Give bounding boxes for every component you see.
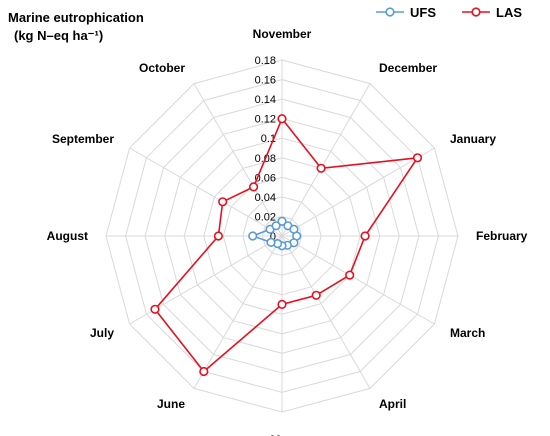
category-label: July	[90, 326, 114, 340]
radar-grid	[105, 59, 459, 413]
tick-label: 0	[270, 231, 276, 243]
grid-spoke	[281, 83, 371, 237]
category-label: November	[253, 27, 312, 41]
category-label: May	[270, 433, 294, 436]
data-point-las	[218, 197, 228, 207]
tick-label: 0.16	[255, 75, 276, 87]
data-point-las	[277, 114, 287, 124]
legend-marker	[385, 7, 395, 17]
category-labels: November December January February March Apri…	[47, 27, 528, 436]
data-point-las	[150, 304, 160, 314]
data-point-ufs	[266, 237, 276, 247]
data-point-las	[277, 299, 287, 310]
grid-spoke	[281, 235, 435, 325]
chart-title-line-1: Marine eutrophication	[8, 10, 144, 25]
data-point-las	[249, 182, 259, 192]
legend-label: UFS	[410, 5, 436, 20]
tick-label: 0.02	[255, 211, 276, 223]
legend[interactable]: UFS LAS	[376, 5, 522, 20]
data-point-las	[311, 290, 321, 300]
grid-spoke	[281, 147, 435, 237]
data-point-las	[360, 231, 370, 241]
category-label: March	[450, 326, 485, 340]
series-layer	[150, 114, 423, 377]
data-point-ufs	[248, 231, 258, 241]
data-point-las	[213, 231, 223, 241]
category-label: December	[379, 61, 437, 75]
category-label: June	[157, 397, 185, 411]
data-point-las	[412, 153, 423, 163]
category-label: October	[139, 61, 185, 75]
category-label: August	[47, 229, 88, 243]
chart-title-line-2: (kg N–eq ha⁻¹)	[14, 28, 103, 43]
tick-label: 0.04	[255, 192, 276, 204]
data-point-las	[199, 366, 209, 377]
series-las	[150, 114, 423, 377]
category-label: September	[52, 132, 114, 146]
grid-spoke	[193, 235, 283, 389]
data-point-ufs	[271, 221, 281, 231]
tick-label: 0.14	[255, 94, 276, 106]
tick-label: 0.18	[255, 55, 276, 67]
legend-label: LAS	[496, 5, 522, 20]
category-label: January	[450, 132, 496, 146]
legend-marker	[471, 7, 481, 17]
data-point-las	[345, 270, 355, 280]
grid-spoke	[281, 235, 371, 389]
category-label: February	[476, 229, 528, 243]
grid-spoke	[193, 83, 283, 237]
radial-axis-ticks: 00.020.040.060.080.10.120.140.160.18	[255, 55, 276, 243]
legend-item-las[interactable]: LAS	[462, 5, 522, 20]
tick-label: 0.06	[255, 172, 276, 184]
legend-item-ufs[interactable]: UFS	[376, 5, 436, 20]
tick-label: 0.12	[255, 114, 276, 126]
data-point-ufs	[277, 216, 287, 226]
data-point-las	[316, 163, 326, 173]
grid-spoke	[129, 147, 283, 237]
series-ufs	[248, 216, 302, 251]
category-label: April	[379, 397, 406, 411]
